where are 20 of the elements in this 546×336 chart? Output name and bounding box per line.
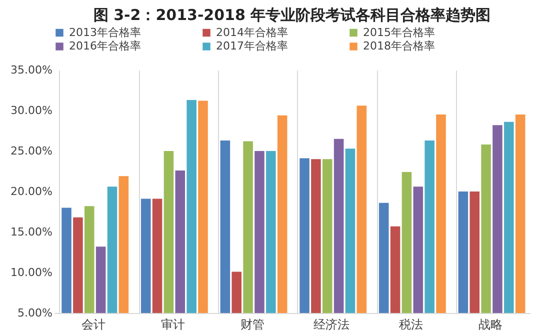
y-tick-label: 25.00% [10, 144, 52, 158]
legend-label: 2013年合格率 [69, 26, 141, 39]
y-tick-label: 20.00% [10, 185, 52, 198]
y-tick-label: 10.00% [10, 266, 52, 279]
y-tick-label: 35.00% [10, 64, 52, 76]
x-tick-label: 税法 [399, 318, 423, 332]
legend-label: 2015年合格率 [363, 26, 435, 39]
legend-label: 2014年合格率 [216, 26, 288, 39]
x-tick-label: 经济法 [314, 318, 350, 332]
y-tick-label: 5.00% [18, 306, 52, 320]
chart-title: 图 3-2：2013-2018 年专业阶段考试各科目合格率趋势图 [93, 6, 491, 24]
legend-label: 2018年合格率 [363, 40, 435, 52]
x-tick-label: 战略 [478, 318, 502, 332]
y-tick-label: 30.00% [10, 104, 52, 117]
legend-label: 2017年合格率 [216, 40, 288, 52]
legend-label: 2016年合格率 [69, 40, 141, 52]
x-tick-label: 审计 [161, 318, 185, 332]
x-tick-label: 财管 [240, 318, 264, 332]
y-tick-label: 15.00% [10, 226, 52, 238]
x-tick-label: 会计 [82, 318, 106, 332]
